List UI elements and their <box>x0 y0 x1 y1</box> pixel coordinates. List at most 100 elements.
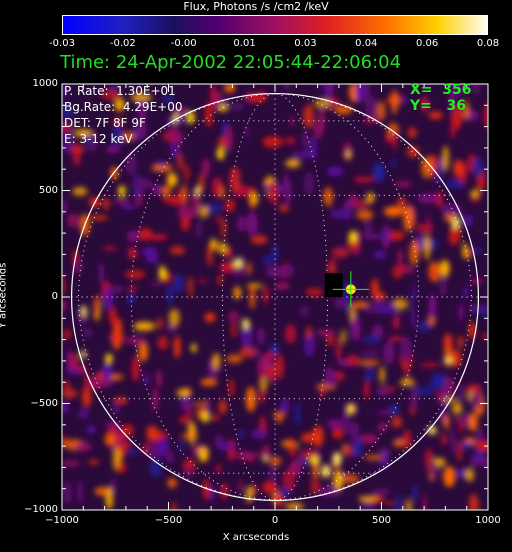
flux-blob <box>348 194 359 205</box>
flux-blob <box>366 192 375 203</box>
flux-blob <box>211 414 220 421</box>
flux-blob <box>138 98 146 124</box>
flux-blob <box>315 84 329 87</box>
flux-blob <box>450 349 462 368</box>
flux-blob <box>335 337 342 362</box>
flux-blob <box>172 112 178 124</box>
flux-blob <box>483 103 488 129</box>
flux-blob <box>82 386 92 408</box>
cursor-x-readout: X= 356 <box>410 82 472 98</box>
flux-blob <box>442 145 449 172</box>
flux-blob <box>360 434 378 444</box>
flux-blob <box>468 321 476 340</box>
flux-blob <box>106 145 120 154</box>
flux-blob <box>246 486 253 504</box>
flux-blob <box>312 425 324 448</box>
flux-blob <box>448 90 456 114</box>
flux-blob <box>364 454 384 460</box>
flux-blob <box>262 136 284 148</box>
flux-blob <box>173 335 181 359</box>
flux-blob <box>436 390 447 402</box>
flux-blob <box>75 441 92 452</box>
flux-blob <box>412 484 418 502</box>
flux-blob <box>146 234 168 241</box>
flux-blob <box>450 428 456 454</box>
flux-blob <box>321 464 331 478</box>
flux-blob <box>119 442 133 448</box>
flux-blob <box>226 354 243 364</box>
flux-blob <box>256 327 266 346</box>
flux-blob <box>149 440 161 462</box>
flux-blob <box>224 125 233 152</box>
flux-blob <box>296 150 318 158</box>
flux-blob <box>82 327 93 338</box>
flux-blob <box>217 242 228 254</box>
flux-blob <box>325 366 332 388</box>
flux-blob <box>67 213 79 228</box>
bg-rate-text: Bg.Rate: 4.29E+00 <box>64 100 183 114</box>
flux-blob <box>126 230 139 243</box>
flux-blob <box>263 456 268 463</box>
flux-blob <box>331 247 350 258</box>
flux-blob <box>216 442 236 451</box>
flux-blob <box>433 179 442 184</box>
flux-blob <box>394 180 412 188</box>
flux-blob <box>234 287 239 299</box>
cursor-y-readout: Y= 36 <box>410 98 466 114</box>
grid-line <box>130 93 276 501</box>
flux-blob <box>303 104 315 129</box>
flux-blob <box>176 107 188 113</box>
flux-blob <box>380 233 391 238</box>
flux-blob <box>267 180 280 205</box>
flux-blob <box>177 207 199 219</box>
flux-blob <box>233 259 244 268</box>
flux-blob <box>125 336 147 345</box>
flux-blob <box>166 325 177 333</box>
flux-blob <box>109 284 125 294</box>
flux-blob <box>372 488 390 495</box>
colorbar <box>62 15 488 35</box>
flux-blob <box>376 101 386 121</box>
flux-blob <box>469 392 482 408</box>
flux-blob <box>62 103 72 121</box>
flux-blob <box>428 426 437 435</box>
flux-blob <box>198 173 205 192</box>
y-tick-label: 500 <box>38 184 58 196</box>
flux-blob <box>314 99 331 108</box>
flux-blob <box>269 465 277 484</box>
grid-line <box>274 93 420 501</box>
flux-blob <box>197 278 208 284</box>
x-tick-label: 0 <box>271 515 279 526</box>
flux-blob <box>112 199 131 204</box>
flux-blob <box>319 388 325 399</box>
flux-blob <box>334 106 353 114</box>
flux-blob <box>101 89 122 100</box>
y-tick-label: 1000 <box>32 78 58 89</box>
flux-blob <box>81 305 87 318</box>
flux-blob <box>66 367 81 375</box>
flux-blob <box>396 264 408 270</box>
flux-blob <box>202 479 211 500</box>
flux-blob <box>62 481 72 505</box>
flux-blob <box>303 332 316 357</box>
flux-blob <box>169 246 186 255</box>
flux-blob <box>435 190 443 208</box>
flux-blob <box>284 324 297 344</box>
flux-blob <box>259 377 268 391</box>
flux-blob <box>278 204 289 212</box>
flux-blob <box>171 502 177 510</box>
colorbar-title: Flux, Photons /s /cm2 /keV <box>183 0 329 13</box>
flux-blob <box>295 401 300 428</box>
flux-blob <box>424 234 430 261</box>
flux-blob <box>178 440 184 454</box>
flux-blob <box>164 452 175 464</box>
flux-blob <box>242 318 250 330</box>
flux-blob <box>299 305 310 317</box>
flux-blob <box>391 416 403 428</box>
flux-blob <box>216 147 225 160</box>
flux-blob <box>121 424 134 437</box>
flux-blob <box>380 447 389 469</box>
flux-blob <box>263 352 276 361</box>
flux-blob <box>219 482 229 500</box>
flux-blob <box>112 125 123 147</box>
